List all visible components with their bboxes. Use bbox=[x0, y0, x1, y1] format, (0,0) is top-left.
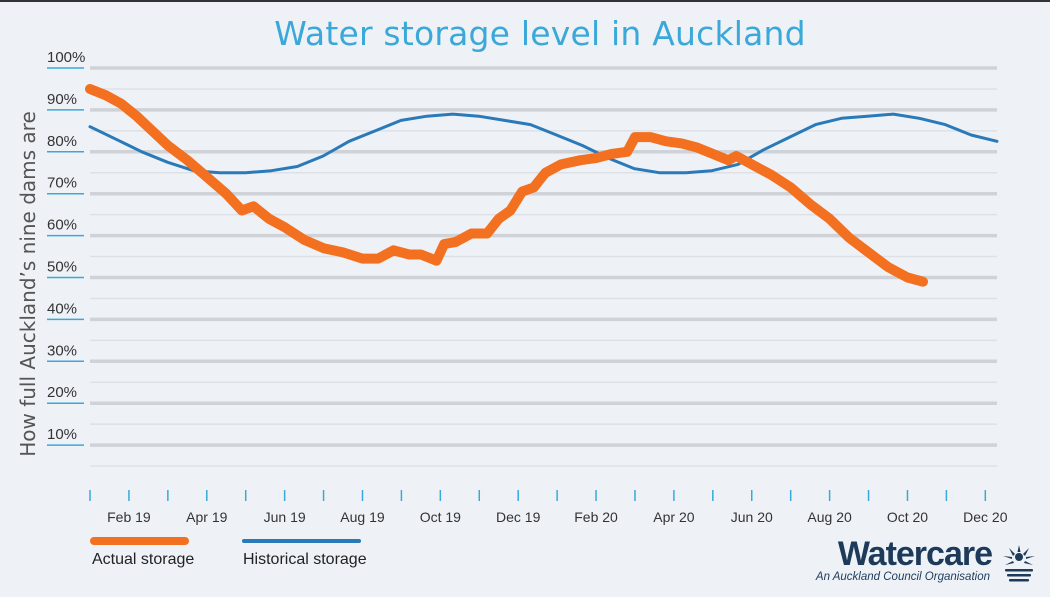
x-tick-label: Jun 20 bbox=[731, 509, 773, 525]
watercare-subtitle: An Auckland Council Organisation bbox=[815, 571, 990, 583]
legend-swatch-actual bbox=[90, 537, 189, 545]
x-tick-label: Dec 20 bbox=[963, 509, 1008, 525]
legend-label-historical: Historical storage bbox=[243, 551, 367, 568]
series-historical-line bbox=[88, 112, 999, 175]
watercare-fern-icon bbox=[1003, 545, 1035, 582]
x-tick-label: Dec 19 bbox=[496, 509, 541, 525]
x-tick-label: Oct 19 bbox=[420, 509, 461, 525]
y-tick-label: 80% bbox=[47, 133, 77, 150]
x-tick-label: Apr 19 bbox=[186, 509, 227, 525]
x-tick-label: Aug 20 bbox=[807, 509, 852, 525]
y-tick-label: 20% bbox=[47, 384, 77, 401]
y-tick-label: 90% bbox=[47, 91, 77, 108]
series-actual-line bbox=[85, 84, 928, 287]
chart-title: Water storage level in Auckland bbox=[274, 14, 806, 53]
x-tick-label: Apr 20 bbox=[653, 509, 694, 525]
y-tick-label: 60% bbox=[47, 217, 77, 234]
y-tick-label: 70% bbox=[47, 175, 77, 192]
y-tick-label: 40% bbox=[47, 300, 77, 317]
x-tick-label: Oct 20 bbox=[887, 509, 928, 525]
x-tick-label: Aug 19 bbox=[340, 509, 385, 525]
watercare-logo-text: Watercare bbox=[837, 535, 993, 573]
y-tick-label: 50% bbox=[47, 259, 77, 276]
legend-swatch-historical bbox=[242, 539, 361, 543]
x-tick-label: Feb 19 bbox=[107, 509, 151, 525]
y-tick-label: 10% bbox=[47, 426, 77, 443]
x-tick-label: Jun 19 bbox=[264, 509, 306, 525]
legend-label-actual: Actual storage bbox=[92, 551, 195, 568]
y-tick-label: 30% bbox=[47, 342, 77, 359]
y-tick-label: 100% bbox=[47, 49, 85, 66]
x-tick-label: Feb 20 bbox=[574, 509, 618, 525]
